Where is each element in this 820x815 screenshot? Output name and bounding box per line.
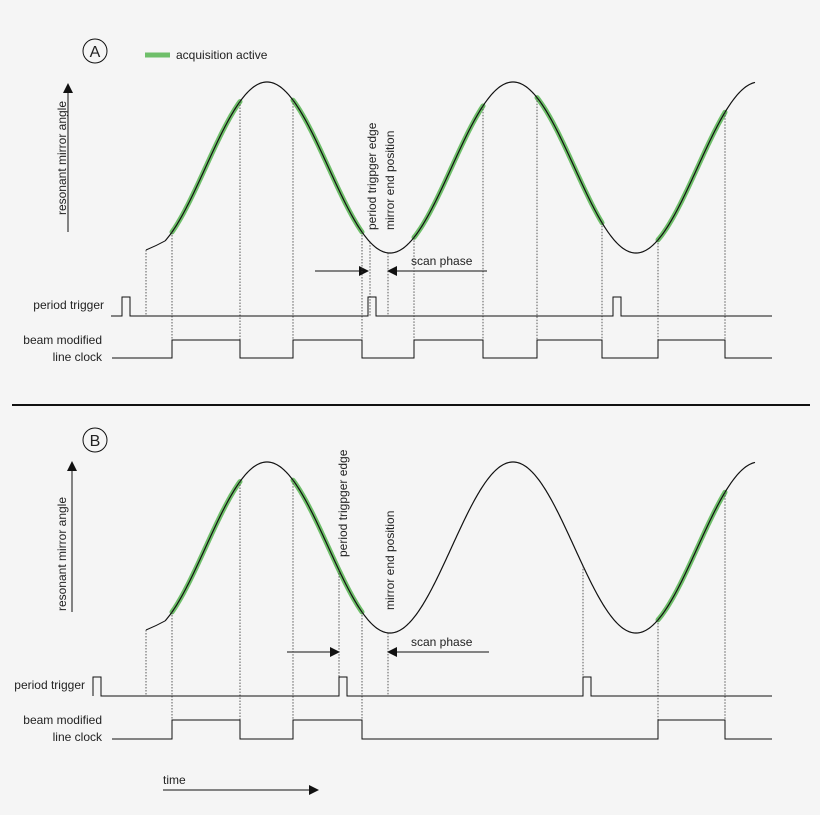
time-label: time xyxy=(163,773,186,787)
axis-label: resonant mirror angle xyxy=(55,497,69,611)
trigger-label: period trigger xyxy=(14,678,85,692)
acquisition-active-segment xyxy=(411,103,486,240)
line-clock-signal xyxy=(112,339,772,359)
trigger-label: period trigger xyxy=(33,298,104,312)
panel-b: B resonant mirror angle period trigger b… xyxy=(14,427,489,744)
line-clock-signal xyxy=(112,719,772,740)
clock-label-2: line clock xyxy=(53,730,103,744)
mirror-angle-curve xyxy=(164,461,756,634)
edge-label: period trigpger edge xyxy=(336,449,350,557)
mirror-angle-curve xyxy=(164,81,756,254)
panel-marker: A xyxy=(90,44,101,61)
end-label: mirror end position xyxy=(383,511,397,610)
period-trigger-signal xyxy=(92,676,772,697)
mirror-angle-curve xyxy=(145,620,166,631)
edge-label: period trigpger edge xyxy=(365,122,379,230)
panel-a: A resonant mirror angle period trigger b… xyxy=(23,38,487,364)
clock-label-1: beam modified xyxy=(23,333,102,347)
panel-marker-circle xyxy=(82,427,108,453)
phase-label: scan phase xyxy=(411,254,473,268)
axis-label: resonant mirror angle xyxy=(55,101,69,215)
mirror-angle-curve xyxy=(145,240,166,251)
clock-label-1: beam modified xyxy=(23,713,102,727)
phase-label: scan phase xyxy=(411,635,473,649)
end-label: mirror end position xyxy=(383,131,397,230)
clock-label-2: line clock xyxy=(53,350,103,364)
panel-marker: B xyxy=(90,433,101,450)
period-trigger-signal xyxy=(111,296,772,317)
panel-marker-circle xyxy=(82,38,108,64)
legend-label: acquisition active xyxy=(176,48,268,62)
